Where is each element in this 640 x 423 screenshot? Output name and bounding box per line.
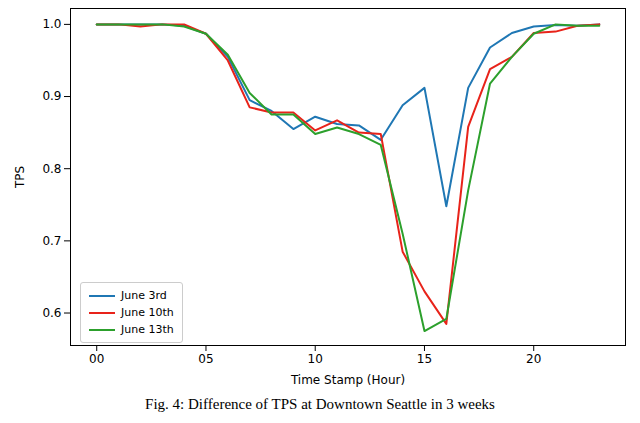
svg-text:05: 05 [198,352,213,366]
svg-text:TPS: TPS [13,166,27,189]
svg-text:20: 20 [526,352,541,366]
svg-text:00: 00 [89,352,104,366]
svg-text:0.8: 0.8 [42,162,61,176]
svg-text:0.7: 0.7 [42,234,61,248]
svg-text:0.9: 0.9 [42,89,61,103]
html-text:June 13th: June 13th [121,323,174,336]
svg-text:1.0: 1.0 [42,17,61,31]
html-text:June 3rd: June 3rd [121,289,167,302]
svg-text:Time Stamp (Hour): Time Stamp (Hour) [290,373,405,387]
svg-text:10: 10 [308,352,323,366]
svg-text:0.6: 0.6 [42,306,61,320]
html-text:June 10th: June 10th [121,306,174,319]
svg-text:15: 15 [417,352,432,366]
html-text:Fig. 4: Difference of TPS at D: Fig. 4: Difference of TPS at Downtown Se… [145,396,495,412]
